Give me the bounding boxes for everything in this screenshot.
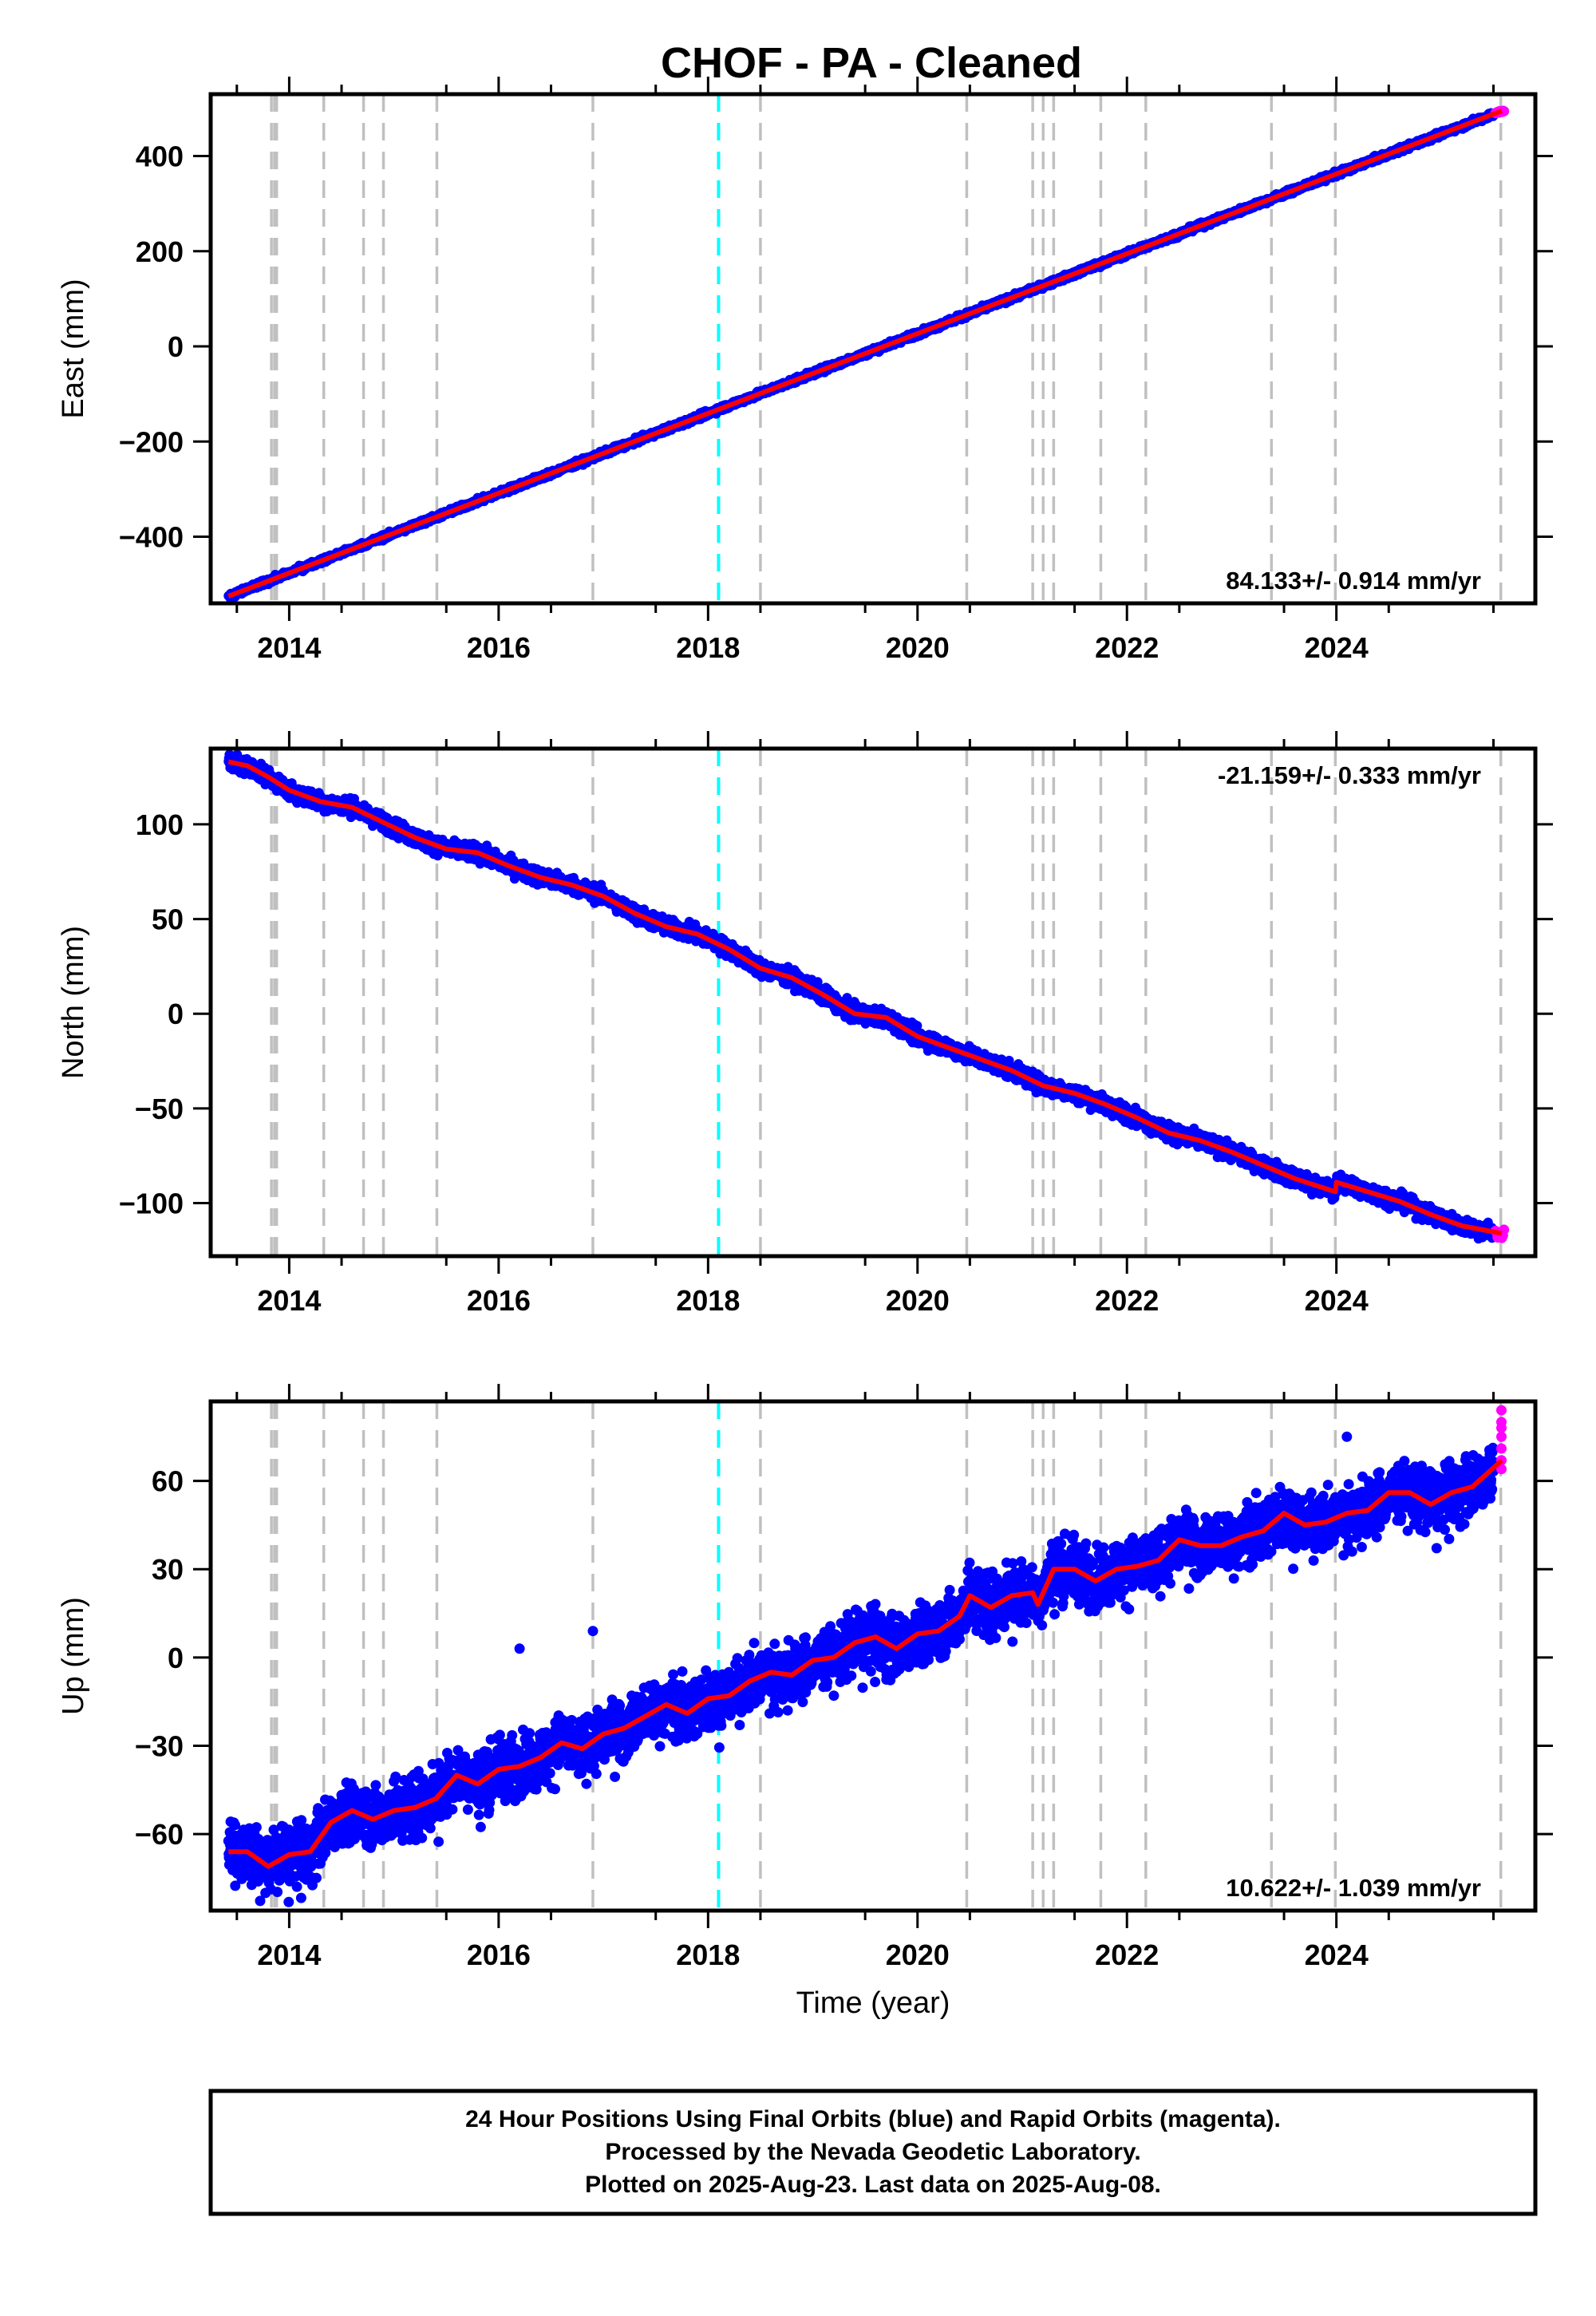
footer-line-1: 24 Hour Positions Using Final Orbits (bl… (465, 2106, 1281, 2132)
x-tick-label: 2014 (257, 631, 321, 664)
y-tick-label: −60 (135, 1818, 184, 1851)
x-tick-label: 2016 (467, 1284, 531, 1317)
rapid-orbit-point (1495, 1464, 1507, 1475)
x-tick-label: 2022 (1095, 631, 1159, 664)
footer-box: 24 Hour Positions Using Final Orbits (bl… (208, 2089, 1538, 2216)
x-tick-label: 2022 (1095, 1284, 1159, 1317)
y-tick-label: 0 (168, 1642, 184, 1674)
y-tick-label: 0 (168, 330, 184, 363)
x-tick-label: 2020 (886, 631, 950, 664)
x-tick-label: 2020 (886, 1284, 950, 1317)
y-axis-label: East (mm) (57, 279, 90, 418)
y-tick-label: 50 (152, 903, 184, 936)
x-tick-label: 2018 (676, 631, 740, 664)
up-panel: 2014 2016 2018 2020 2022 2024 −60 −30 0 30 60 Up (m… (57, 1384, 1553, 2020)
y-tick-label: 100 (136, 808, 184, 841)
rapid-orbit-point (1495, 1417, 1507, 1428)
fit-line-0 (227, 109, 1503, 599)
y-tick-label: 400 (136, 140, 184, 173)
plot-frame-0 (208, 92, 1538, 606)
plot-frame-2 (208, 1399, 1538, 1913)
y-tick-label: −400 (119, 521, 184, 554)
x-tick-label: 2018 (676, 1284, 740, 1317)
figure-title: CHOF - PA - Cleaned (661, 39, 1082, 87)
fit-line-1 (227, 759, 1503, 1236)
y-tick-label: −100 (119, 1188, 184, 1220)
x-tick-label: 2024 (1305, 1284, 1369, 1317)
y-tick-label: 0 (168, 998, 184, 1030)
x-tick-label: 2022 (1095, 1939, 1159, 1971)
east-panel: 2014 2016 2018 2020 2022 2024 −400 −200 0 200 400 E… (57, 77, 1553, 664)
rapid-orbit-point (1499, 105, 1510, 117)
final-orbit-points-1 (223, 749, 1499, 1244)
y-axis-label: North (mm) (57, 926, 90, 1079)
y-tick-label: 200 (136, 235, 184, 268)
y-tick-label: −50 (135, 1093, 184, 1125)
footer-line-3: Plotted on 2025-Aug-23. Last data on 202… (585, 2172, 1161, 2198)
x-tick-label: 2024 (1305, 631, 1369, 664)
y-tick-label: 60 (152, 1465, 184, 1498)
velocity-label: 10.622+/- 1.039 mm/yr (1226, 1874, 1481, 1902)
x-tick-label: 2024 (1305, 1939, 1369, 1971)
velocity-label: -21.159+/- 0.333 mm/yr (1218, 761, 1481, 789)
fit-line-2 (228, 1458, 1504, 1869)
north-panel: 2014 2016 2018 2020 2022 2024 −100 −50 0 50 100 Nor… (57, 731, 1553, 1317)
rapid-orbit-point (1495, 1405, 1507, 1416)
y-axis-label: Up (mm) (57, 1597, 90, 1715)
rapid-orbit-point (1495, 1443, 1507, 1454)
x-tick-label: 2018 (676, 1939, 740, 1971)
y-tick-label: −30 (135, 1729, 184, 1762)
x-tick-label: 2016 (467, 1939, 531, 1971)
x-tick-label: 2014 (257, 1284, 321, 1317)
footer-line-2: Processed by the Nevada Geodetic Laborat… (605, 2139, 1140, 2165)
plot-frame-1 (208, 746, 1538, 1259)
x-tick-label: 2014 (257, 1939, 321, 1971)
y-tick-label: 30 (152, 1553, 184, 1586)
final-orbit-points-2 (223, 1431, 1499, 1907)
x-axis-label: Time (year) (796, 1986, 950, 2020)
rapid-orbit-point (1495, 1431, 1507, 1442)
y-tick-label: −200 (119, 425, 184, 458)
x-tick-label: 2016 (467, 631, 531, 664)
x-tick-label: 2020 (886, 1939, 950, 1971)
velocity-label: 84.133+/- 0.914 mm/yr (1226, 567, 1481, 595)
